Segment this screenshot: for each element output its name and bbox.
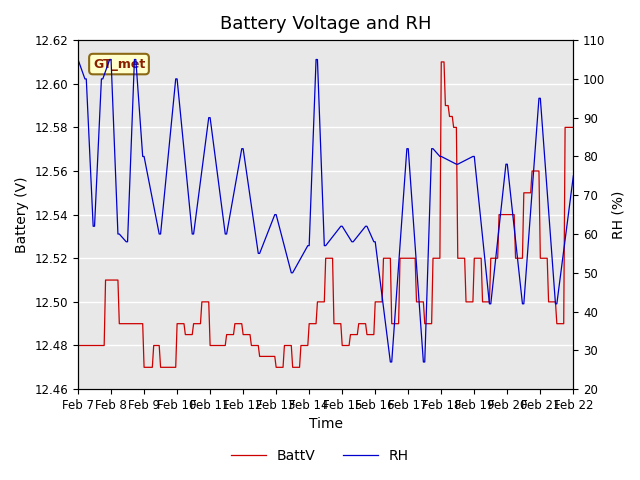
RH bbox=[387, 359, 394, 365]
Line: RH: RH bbox=[78, 60, 573, 362]
RH bbox=[372, 250, 380, 255]
Legend: BattV, RH: BattV, RH bbox=[225, 443, 415, 468]
X-axis label: Time: Time bbox=[308, 418, 342, 432]
BattV bbox=[358, 321, 365, 326]
RH bbox=[88, 194, 95, 200]
RH bbox=[384, 337, 392, 343]
Y-axis label: RH (%): RH (%) bbox=[611, 191, 625, 239]
Title: Battery Voltage and RH: Battery Voltage and RH bbox=[220, 15, 431, 33]
BattV bbox=[385, 255, 393, 261]
RH bbox=[356, 230, 364, 236]
BattV bbox=[74, 343, 82, 348]
BattV bbox=[570, 124, 577, 130]
Text: GT_met: GT_met bbox=[93, 58, 145, 71]
RH bbox=[166, 132, 174, 138]
BattV bbox=[374, 299, 382, 305]
BattV bbox=[140, 364, 148, 370]
BattV bbox=[88, 343, 95, 348]
Line: BattV: BattV bbox=[78, 62, 573, 367]
BattV bbox=[512, 255, 520, 261]
RH bbox=[74, 57, 82, 62]
RH bbox=[570, 173, 577, 179]
BattV bbox=[168, 364, 175, 370]
BattV bbox=[437, 59, 445, 65]
RH bbox=[510, 225, 518, 230]
Y-axis label: Battery (V): Battery (V) bbox=[15, 176, 29, 253]
